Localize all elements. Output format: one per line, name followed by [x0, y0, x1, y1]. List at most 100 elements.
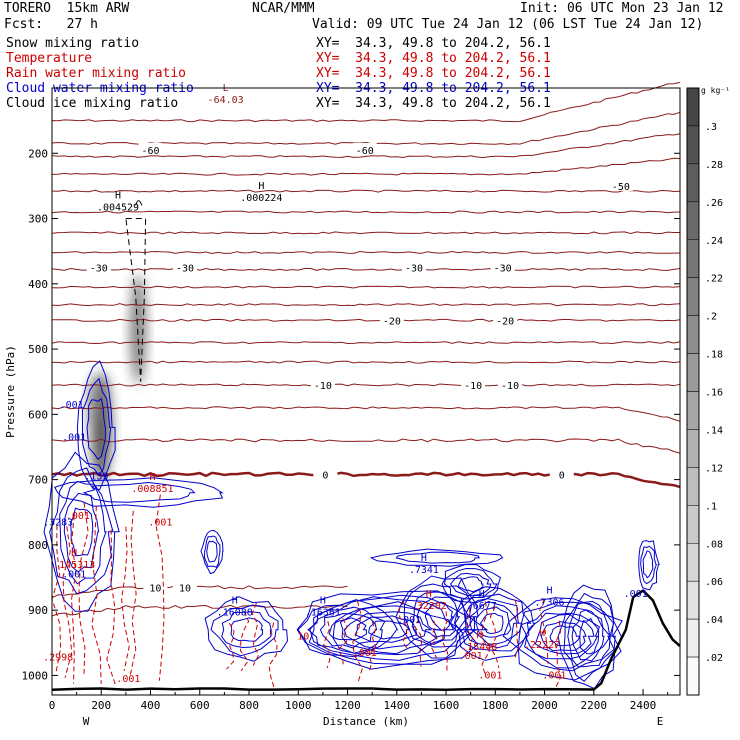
- colorbar-cell: [686, 429, 700, 468]
- extremum-marker: H: [476, 630, 482, 641]
- cloud-water-contour: [309, 596, 463, 661]
- forecast-hour: Fcst: 27 h: [4, 17, 98, 32]
- field-xy: XY= 34.3, 49.8 to 204.2, 56.1: [316, 96, 551, 111]
- cloud-water-contour: [221, 611, 272, 649]
- extremum-value: .15448: [461, 642, 497, 653]
- rain-contour: [62, 526, 73, 678]
- temperature-label-bg: [402, 260, 427, 273]
- rain-contour: [121, 526, 130, 672]
- colorbar-unit: g kg⁻¹: [701, 86, 730, 95]
- x-tick-label: 200: [91, 699, 111, 712]
- temperature-label-bg: [86, 260, 111, 273]
- colorbar-cell: [686, 163, 700, 203]
- extremum-marker: H: [320, 595, 326, 606]
- temperature-label: 0: [322, 470, 328, 481]
- colorbar-tick-label: .28: [705, 160, 723, 171]
- contour-value-label: .001: [542, 671, 566, 682]
- east-label: E: [657, 715, 664, 728]
- colorbar-tick-label: .24: [705, 236, 723, 247]
- init-time: Init: 06 UTC Mon 23 Jan 12: [520, 1, 724, 16]
- cloud-water-contour: [63, 492, 100, 573]
- rain-contour: [414, 618, 423, 667]
- rain-contour: [442, 611, 449, 673]
- cloud-water-contour: [43, 451, 120, 612]
- temperature-label-bg: [498, 377, 523, 390]
- colorbar-cell: [686, 315, 700, 354]
- org-label: NCAR/MMM: [252, 1, 315, 16]
- temperature-label: -60: [356, 146, 374, 157]
- temperature-contour: [51, 471, 681, 489]
- temperature-label: -30: [494, 263, 512, 274]
- extremum-marker: H: [232, 595, 238, 606]
- temperature-contour: [51, 189, 681, 193]
- x-tick-label: 1600: [433, 699, 460, 712]
- rain-contour: [129, 510, 137, 677]
- extremum-marker: L: [223, 83, 229, 94]
- colorbar-cell: [686, 656, 700, 696]
- cloud-water-contour: [642, 550, 654, 579]
- colorbar-tick-label: .08: [705, 539, 723, 550]
- cloud-water-contour: [53, 477, 224, 508]
- cloud-water-contour: [82, 481, 196, 503]
- contour-value-label: .001: [353, 648, 377, 659]
- contour-value-label: .139: [84, 472, 108, 483]
- extremum-value: .6677: [467, 601, 497, 612]
- cloud-water-contour: [59, 480, 107, 585]
- rain-contour: [106, 529, 116, 686]
- x-tick-label: 800: [239, 699, 259, 712]
- cloud-ice-contour: [125, 218, 147, 382]
- cloud-water-contour: [567, 600, 611, 668]
- rain-contour: [323, 621, 331, 669]
- rain-contour: [91, 506, 102, 684]
- extremum-marker: H: [258, 181, 264, 192]
- rain-contour: [430, 620, 438, 659]
- extremum-value: .000224: [240, 193, 282, 204]
- y-axis-label: Pressure (hPa): [4, 345, 17, 438]
- cloud-water-contour: [230, 617, 264, 642]
- rain-contour: [539, 598, 549, 664]
- cloud-water-contour: [469, 600, 519, 645]
- y-tick-label: 200: [28, 147, 48, 160]
- temperature-label-bg: [608, 178, 633, 191]
- colorbar-tick-label: .18: [705, 350, 723, 361]
- temperature-contour: [51, 231, 680, 235]
- rain-contour: [251, 602, 260, 666]
- cloud-water-contour: [549, 625, 581, 647]
- temperature-label: 0: [559, 470, 565, 481]
- colorbar-cell: [686, 467, 700, 506]
- colorbar-cell: [686, 580, 700, 620]
- temperature-label-bg: [461, 377, 486, 390]
- temperature-label-bg: [138, 143, 163, 156]
- x-tick-label: 1000: [285, 699, 312, 712]
- extremum-value: .145313: [53, 560, 95, 571]
- west-label: W: [83, 715, 90, 728]
- extremum-marker: H: [71, 548, 77, 559]
- temperature-contour: [51, 383, 681, 387]
- temperature-label-bg: [313, 467, 338, 480]
- contour-value-label: .001: [397, 615, 421, 626]
- cloud-water-contour: [416, 596, 461, 638]
- colorbar-frame: [686, 87, 700, 696]
- contour-value-label: .001: [66, 511, 90, 522]
- temperature-contour: [51, 267, 681, 271]
- x-tick-label: 2400: [630, 699, 657, 712]
- cloud-water-contour: [368, 620, 411, 640]
- cloud-water-contour: [464, 598, 523, 649]
- y-tick-label: 1000: [22, 669, 49, 682]
- extremum-value: .16361: [305, 607, 341, 618]
- colorbar-cell: [686, 239, 700, 278]
- contour-value-label: .001: [62, 432, 86, 443]
- rain-contour: [70, 515, 77, 684]
- extremum-value: .16088: [217, 607, 253, 618]
- rain-contour: [554, 620, 562, 689]
- y-tick-label: 600: [28, 408, 48, 421]
- extremum-marker: H: [421, 553, 427, 564]
- colorbar-tick-label: .1: [705, 501, 717, 512]
- cloud-water-contour: [540, 621, 587, 652]
- colorbar-tick-label: .12: [705, 463, 723, 474]
- temperature-contour: [51, 210, 681, 214]
- cloud-water-contour: [638, 540, 660, 591]
- colorbar-tick-label: .14: [705, 425, 723, 436]
- extremum-value: .008851: [131, 484, 173, 495]
- temperature-contour: [51, 438, 681, 454]
